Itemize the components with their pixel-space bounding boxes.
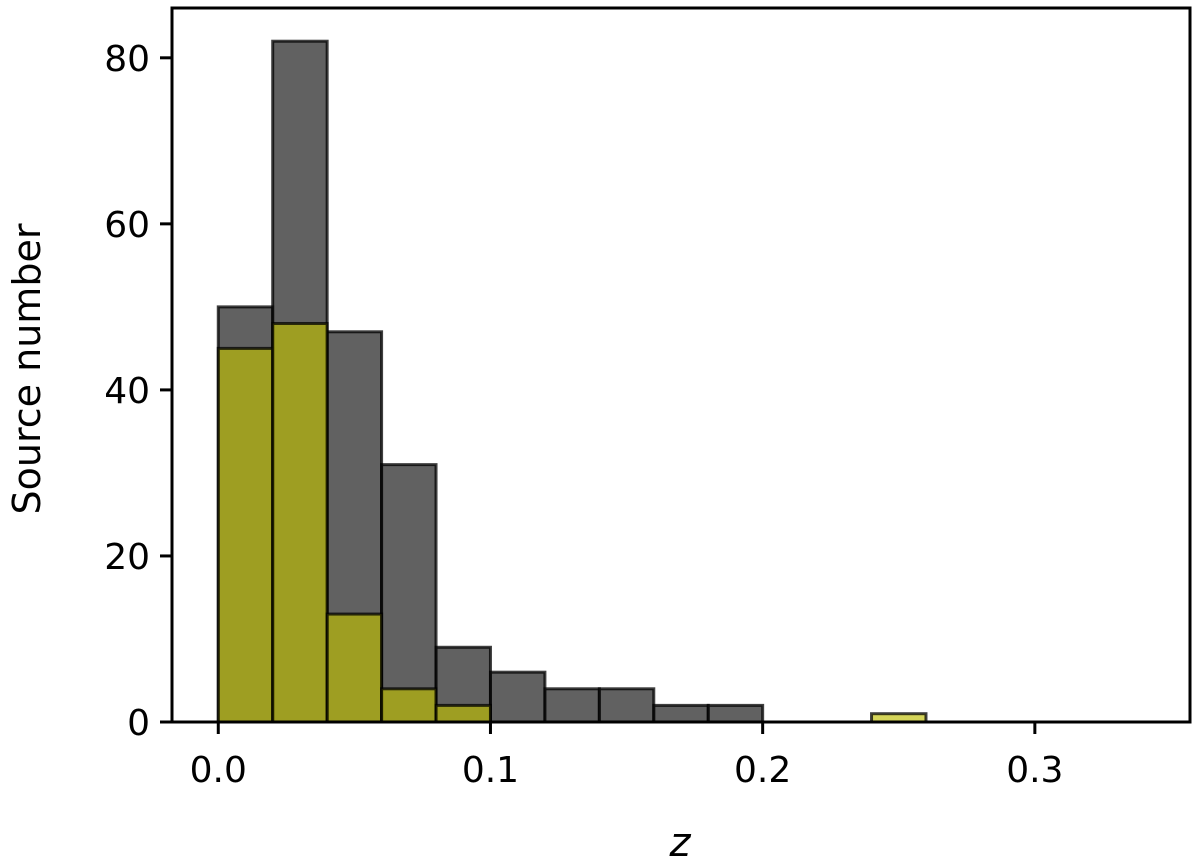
x-tick-label: 0.2 — [734, 750, 791, 791]
y-tick-label: 0 — [127, 703, 150, 744]
axes-layer — [170, 6, 1192, 724]
y-axis-title: Source number — [5, 223, 49, 514]
histogram-bar-series-1-bin-6 — [488, 670, 547, 724]
histogram-bar-series-2-bin-2 — [271, 321, 329, 724]
histogram-bar-series-2-bin-5 — [434, 703, 492, 724]
histogram-bar-series-1-bin-9 — [652, 703, 710, 724]
histogram-bar-series-1-bin-8 — [597, 687, 656, 724]
histogram-bar-series-2-bin-1 — [216, 346, 275, 724]
histogram-bar-series-1-bin-10 — [706, 703, 765, 724]
x-tick-label: 0.1 — [462, 750, 519, 791]
histogram-bar-series-1-bin-4 — [380, 463, 438, 724]
histogram-bar-series-2-bin-4 — [380, 687, 438, 724]
x-tick-label: 0.3 — [1006, 750, 1063, 791]
bars-layer — [216, 39, 1144, 724]
y-tick-label: 20 — [104, 537, 150, 578]
x-axis-title: z — [669, 820, 692, 865]
x-tick-label: 0.0 — [190, 750, 247, 791]
plot-frame — [170, 6, 1192, 724]
y-tick-label: 60 — [104, 205, 150, 246]
ticks-layer: 0.0 0.1 0.2 0.3 0 20 40 60 80 — [104, 39, 1063, 791]
y-tick-label: 40 — [104, 371, 150, 412]
histogram-bar-series-1-bin-7 — [543, 687, 601, 724]
y-tick-label: 80 — [104, 39, 150, 80]
histogram-bar-series-2-bin-3 — [325, 612, 384, 724]
